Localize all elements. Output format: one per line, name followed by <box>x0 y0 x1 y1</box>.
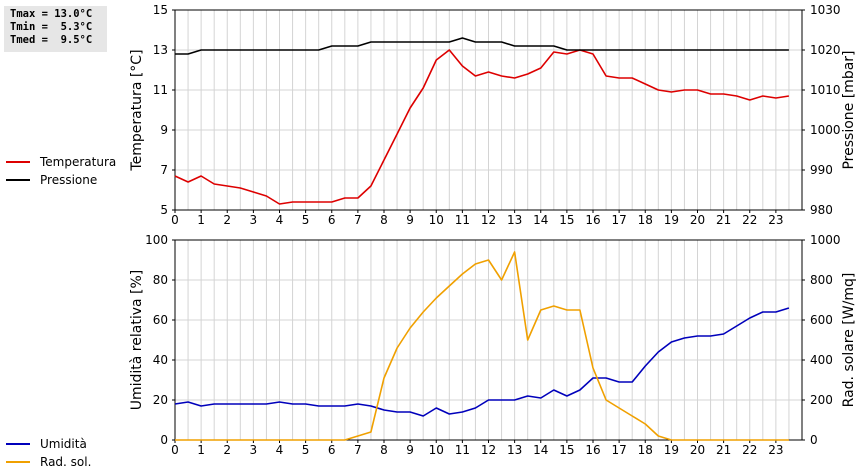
series-line-umidit <box>174 307 790 417</box>
y-tick-label-left: 5 <box>160 203 168 217</box>
x-tick-label: 9 <box>406 213 414 227</box>
charts-canvas: 0 1 2 3 4 5 6 7 8 9 10 11 12 13 14 15 16 17 18 19 20 21 22 2357… <box>129 3 857 457</box>
x-tick-label: 14 <box>533 213 548 227</box>
x-tick-label: 14 <box>533 443 548 457</box>
series-line-temperatura <box>174 49 790 205</box>
y-tick-label-right: 1010 <box>810 83 841 97</box>
x-tick-label: 18 <box>638 443 653 457</box>
x-tick-label: 17 <box>611 443 626 457</box>
legend-swatch-umidita <box>6 443 30 445</box>
x-tick-label: 3 <box>250 213 258 227</box>
x-tick-label: 18 <box>638 213 653 227</box>
x-tick-label: 15 <box>559 213 574 227</box>
x-tick-label: 12 <box>481 213 496 227</box>
x-tick-label: 15 <box>559 443 574 457</box>
legend-swatch-radsol <box>6 461 30 463</box>
x-tick-label: 5 <box>302 443 310 457</box>
x-tick-label: 20 <box>690 443 705 457</box>
y-tick-label-right: 600 <box>810 313 833 327</box>
x-tick-label: 17 <box>611 213 626 227</box>
x-tick-label: 19 <box>664 213 679 227</box>
x-tick-label: 7 <box>354 213 362 227</box>
y-tick-label-left: 40 <box>153 353 168 367</box>
x-tick-label: 2 <box>223 443 231 457</box>
y-axis-title-left: Temperatura [°C] <box>129 49 145 171</box>
legend-top: Temperatura Pressione <box>6 153 116 189</box>
x-tick-label: 20 <box>690 213 705 227</box>
y-tick-label-right: 1020 <box>810 43 841 57</box>
series-line-pressione <box>175 37 789 55</box>
stat-tmed: Tmed = 9.5°C <box>10 34 93 46</box>
legend-label-temperatura: Temperatura <box>40 155 117 169</box>
x-tick-label: 6 <box>328 443 336 457</box>
y-tick-label-right: 990 <box>810 163 833 177</box>
y-tick-label-left: 13 <box>153 43 168 57</box>
x-tick-label: 23 <box>768 213 783 227</box>
legend-item-umidita: Umidità <box>6 435 91 453</box>
x-tick-label: 16 <box>585 443 600 457</box>
x-tick-label: 21 <box>716 213 731 227</box>
y-tick-label-left: 9 <box>160 123 168 137</box>
x-tick-label: 1 <box>197 443 205 457</box>
x-tick-label: 1 <box>197 213 205 227</box>
y-axis-title-left: Umidità relativa [%] <box>129 270 145 411</box>
x-tick-label: 7 <box>354 443 362 457</box>
y-tick-label-right: 800 <box>810 273 833 287</box>
stat-tmin: Tmin = 5.3°C <box>10 21 93 33</box>
y-tick-label-right: 980 <box>810 203 833 217</box>
y-axis-title-right: Pressione [mbar] <box>841 50 857 169</box>
legend-item-pressione: Pressione <box>6 171 116 189</box>
legend-swatch-pressione <box>6 179 30 181</box>
x-tick-label: 12 <box>481 443 496 457</box>
x-tick-label: 22 <box>742 443 757 457</box>
y-tick-label-left: 11 <box>153 83 168 97</box>
x-tick-label: 0 <box>171 213 179 227</box>
x-tick-label: 21 <box>716 443 731 457</box>
legend-item-temperatura: Temperatura <box>6 153 116 171</box>
x-tick-label: 5 <box>302 213 310 227</box>
y-tick-label-left: 60 <box>153 313 168 327</box>
x-tick-label: 0 <box>171 443 179 457</box>
x-tick-label: 2 <box>223 213 231 227</box>
x-tick-label: 9 <box>406 443 414 457</box>
x-tick-label: 6 <box>328 213 336 227</box>
legend-swatch-temperatura <box>6 161 30 163</box>
x-tick-label: 3 <box>250 443 258 457</box>
y-axis-title-right: Rad. solare [W/mq] <box>841 273 857 408</box>
x-tick-label: 11 <box>455 443 470 457</box>
y-tick-label-right: 400 <box>810 353 833 367</box>
x-tick-label: 10 <box>429 443 444 457</box>
y-tick-label-right: 200 <box>810 393 833 407</box>
x-tick-label: 16 <box>585 213 600 227</box>
x-tick-label: 11 <box>455 213 470 227</box>
x-tick-label: 8 <box>380 443 388 457</box>
y-tick-label-left: 80 <box>153 273 168 287</box>
y-tick-label-right: 0 <box>810 433 818 447</box>
x-tick-label: 19 <box>664 443 679 457</box>
y-tick-label-right: 1000 <box>810 233 841 247</box>
x-tick-label: 13 <box>507 213 522 227</box>
x-tick-label: 23 <box>768 443 783 457</box>
series-line-rad-sol <box>175 251 789 441</box>
x-tick-label: 10 <box>429 213 444 227</box>
y-tick-label-right: 1030 <box>810 3 841 17</box>
y-tick-label-left: 20 <box>153 393 168 407</box>
y-tick-label-left: 15 <box>153 3 168 17</box>
x-tick-label: 4 <box>276 443 284 457</box>
x-tick-label: 8 <box>380 213 388 227</box>
legend-label-umidita: Umidità <box>40 437 87 451</box>
x-tick-label: 22 <box>742 213 757 227</box>
y-tick-label-left: 7 <box>160 163 168 177</box>
legend-label-pressione: Pressione <box>40 173 98 187</box>
stats-box: Tmax = 13.0°C Tmin = 5.3°C Tmed = 9.5°C <box>4 6 107 52</box>
x-tick-label: 13 <box>507 443 522 457</box>
x-tick-label: 4 <box>276 213 284 227</box>
y-tick-label-right: 1000 <box>810 123 841 137</box>
y-tick-label-left: 100 <box>145 233 168 247</box>
stat-tmax: Tmax = 13.0°C <box>10 8 93 20</box>
y-tick-label-left: 0 <box>160 433 168 447</box>
